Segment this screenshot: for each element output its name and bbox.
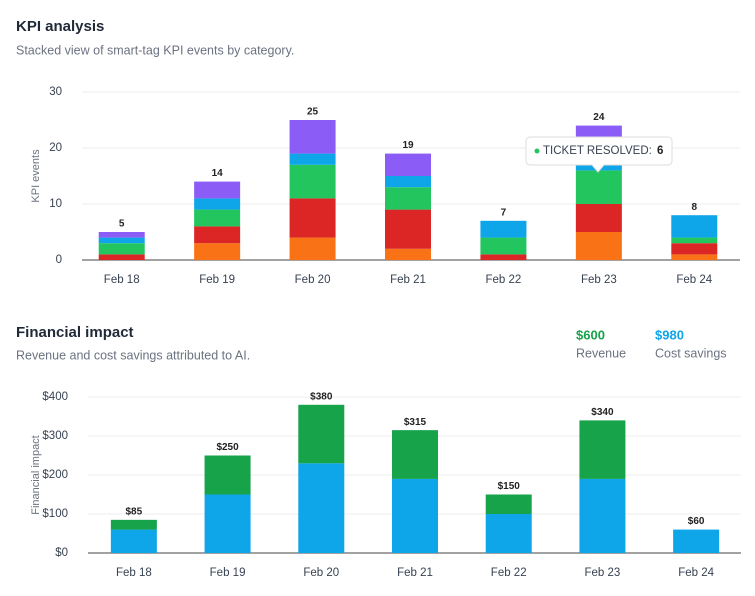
y-axis-label: KPI events — [30, 149, 42, 203]
total-label: 8 — [692, 202, 698, 213]
bar-segment — [480, 237, 527, 255]
bar-segment — [98, 237, 145, 244]
y-tick-label: $400 — [42, 391, 68, 403]
tooltip-dot — [534, 148, 540, 154]
bar-segment — [385, 153, 431, 176]
x-tick-label: Feb 23 — [581, 274, 617, 286]
bar-segment — [575, 232, 622, 260]
y-tick-label: $0 — [55, 547, 68, 559]
bar-segment — [385, 187, 431, 210]
bar-segment — [385, 176, 431, 188]
y-tick-label: 10 — [49, 198, 62, 210]
x-tick-label: Feb 24 — [676, 274, 712, 286]
x-tick-label: Feb 18 — [116, 567, 152, 579]
x-tick-label: Feb 21 — [397, 567, 433, 579]
bar-segment — [392, 478, 438, 553]
y-tick-label: 20 — [49, 142, 62, 154]
total-label: $150 — [498, 481, 521, 492]
bar-segment — [671, 237, 718, 244]
x-tick-label: Feb 20 — [303, 567, 339, 579]
tooltip-pointer-mask — [593, 163, 603, 166]
x-tick-label: Feb 21 — [390, 274, 426, 286]
bar-segment — [289, 237, 336, 260]
bar-segment — [575, 204, 622, 232]
total-label: 24 — [593, 112, 605, 123]
x-tick-label: Feb 20 — [295, 274, 331, 286]
y-tick-label: $100 — [42, 508, 68, 520]
chart-subtitle: Revenue and cost savings attributed to A… — [16, 348, 250, 362]
bar-segment — [385, 209, 431, 249]
bar-segment — [194, 209, 241, 227]
total-label: 14 — [212, 168, 224, 179]
bar-segment — [480, 254, 527, 260]
bar-segment — [98, 232, 145, 238]
chart-subtitle: Stacked view of smart-tag KPI events by … — [16, 43, 294, 57]
bar-segment — [289, 120, 336, 154]
bar-segment — [671, 243, 718, 255]
bar-segment — [579, 478, 626, 553]
total-label: $380 — [310, 391, 333, 402]
x-tick-label: Feb 22 — [486, 274, 522, 286]
x-tick-label: Feb 22 — [491, 567, 527, 579]
bar-segment — [298, 463, 345, 553]
bar-segment — [575, 170, 622, 204]
total-label: $60 — [688, 516, 705, 527]
bar-segment — [98, 243, 145, 255]
chart-title: KPI analysis — [16, 18, 104, 35]
y-tick-label: $200 — [42, 469, 68, 481]
total-label: 25 — [307, 107, 319, 118]
bar-segment — [575, 125, 622, 137]
tooltip-label: TICKET RESOLVED: — [543, 145, 652, 157]
x-tick-label: Feb 24 — [678, 567, 714, 579]
revenue-total: $600 — [576, 327, 605, 342]
bar-segment — [673, 529, 720, 553]
bar-segment — [110, 529, 157, 553]
tooltip-value: 6 — [657, 145, 663, 157]
total-label: $250 — [216, 442, 239, 453]
bar-segment — [194, 243, 241, 260]
bar-segment — [194, 198, 241, 210]
bar-segment — [485, 494, 532, 514]
bar-segment — [298, 404, 345, 464]
bar-segment — [289, 164, 336, 199]
x-tick-label: Feb 19 — [199, 274, 235, 286]
bar-segment — [480, 220, 527, 238]
bar-segment — [204, 455, 251, 495]
bar-segment — [98, 254, 145, 260]
y-tick-label: 0 — [56, 254, 62, 266]
y-axis-label: Financial impact — [30, 435, 42, 514]
bar-segment — [289, 153, 336, 165]
x-tick-label: Feb 19 — [210, 567, 246, 579]
total-label: $315 — [404, 417, 427, 428]
bar-segment — [194, 181, 241, 199]
bar-segment — [289, 198, 336, 238]
bar-segment — [194, 226, 241, 244]
y-tick-label: $300 — [42, 430, 68, 442]
bar-segment — [110, 519, 157, 530]
total-label: $85 — [126, 506, 143, 517]
total-label: 5 — [119, 219, 125, 230]
x-tick-label: Feb 23 — [585, 567, 621, 579]
plots: 0 10 20 30 KPI events Feb 18 5 Feb 19 14 Feb 20 25… — [30, 86, 741, 579]
bar-segment — [392, 430, 438, 479]
bar-segment — [579, 420, 626, 479]
tooltip: TICKET RESOLVED: 6 — [525, 136, 673, 173]
total-label: $340 — [591, 407, 614, 418]
bar-segment — [671, 254, 718, 260]
cost-savings-label: Cost savings — [655, 346, 727, 360]
total-label: 19 — [402, 140, 414, 151]
chart-title: Financial impact — [16, 324, 134, 341]
revenue-label: Revenue — [576, 346, 626, 360]
x-tick-label: Feb 18 — [104, 274, 140, 286]
cost-savings-total: $980 — [655, 327, 684, 342]
total-label: 7 — [501, 207, 507, 218]
bar-segment — [204, 494, 251, 553]
bar-segment — [671, 215, 718, 238]
y-tick-label: 30 — [49, 86, 62, 98]
bar-segment — [385, 248, 431, 260]
bar-segment — [485, 514, 532, 553]
